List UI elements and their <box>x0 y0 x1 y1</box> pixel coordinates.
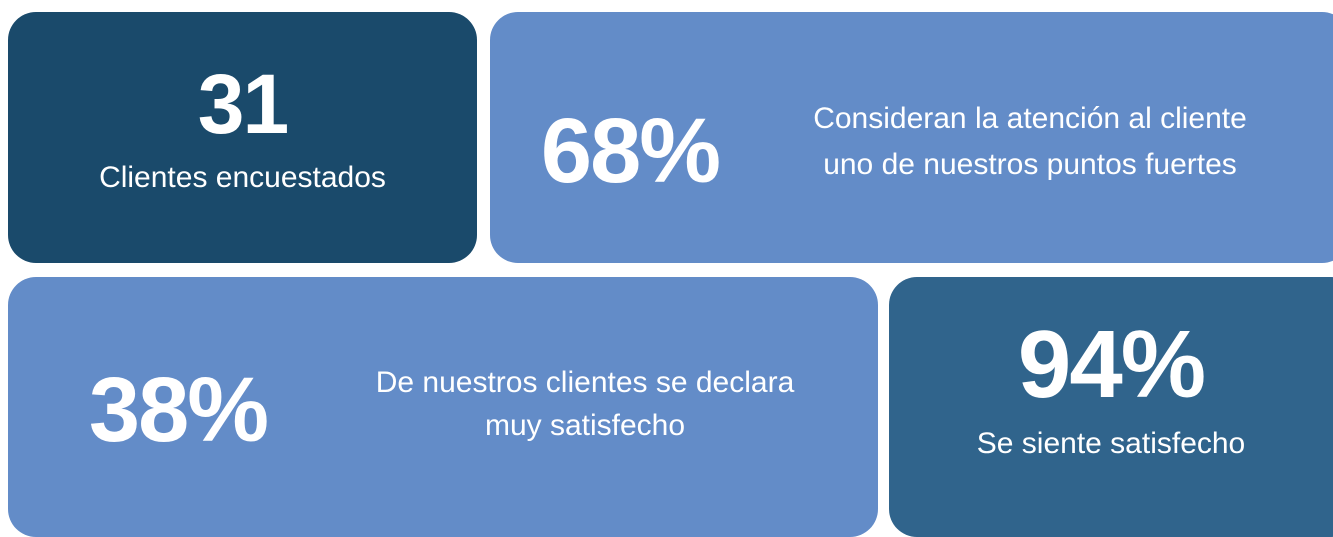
stat-card: 94% Se siente satisfecho <box>889 277 1333 537</box>
stat-label: uno de nuestros puntos fuertes <box>823 148 1237 181</box>
stat-label: De nuestros clientes se declara <box>375 366 795 399</box>
stat-label: Clientes encuestados <box>99 161 386 194</box>
stat-value: 38% <box>88 359 269 461</box>
stat-label: Consideran la atención al cliente <box>813 102 1247 135</box>
stat-card: 38% De nuestros clientes se declara muy … <box>8 277 878 537</box>
stat-card: 31 Clientes encuestados <box>8 12 477 263</box>
stat-value: 68% <box>540 100 721 202</box>
stat-value: 94% <box>1017 311 1206 418</box>
stat-card: 68% Consideran la atención al cliente un… <box>490 12 1333 263</box>
page: {"cards": [ {"value": "31", "lines": ["C… <box>8 12 1333 537</box>
stat-label: Se siente satisfecho <box>976 427 1246 460</box>
stat-value: 31 <box>197 57 289 151</box>
stat-label: muy satisfecho <box>484 409 686 442</box>
